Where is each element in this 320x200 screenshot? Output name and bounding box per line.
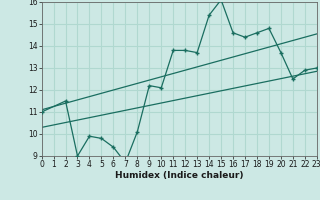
X-axis label: Humidex (Indice chaleur): Humidex (Indice chaleur) <box>115 171 244 180</box>
